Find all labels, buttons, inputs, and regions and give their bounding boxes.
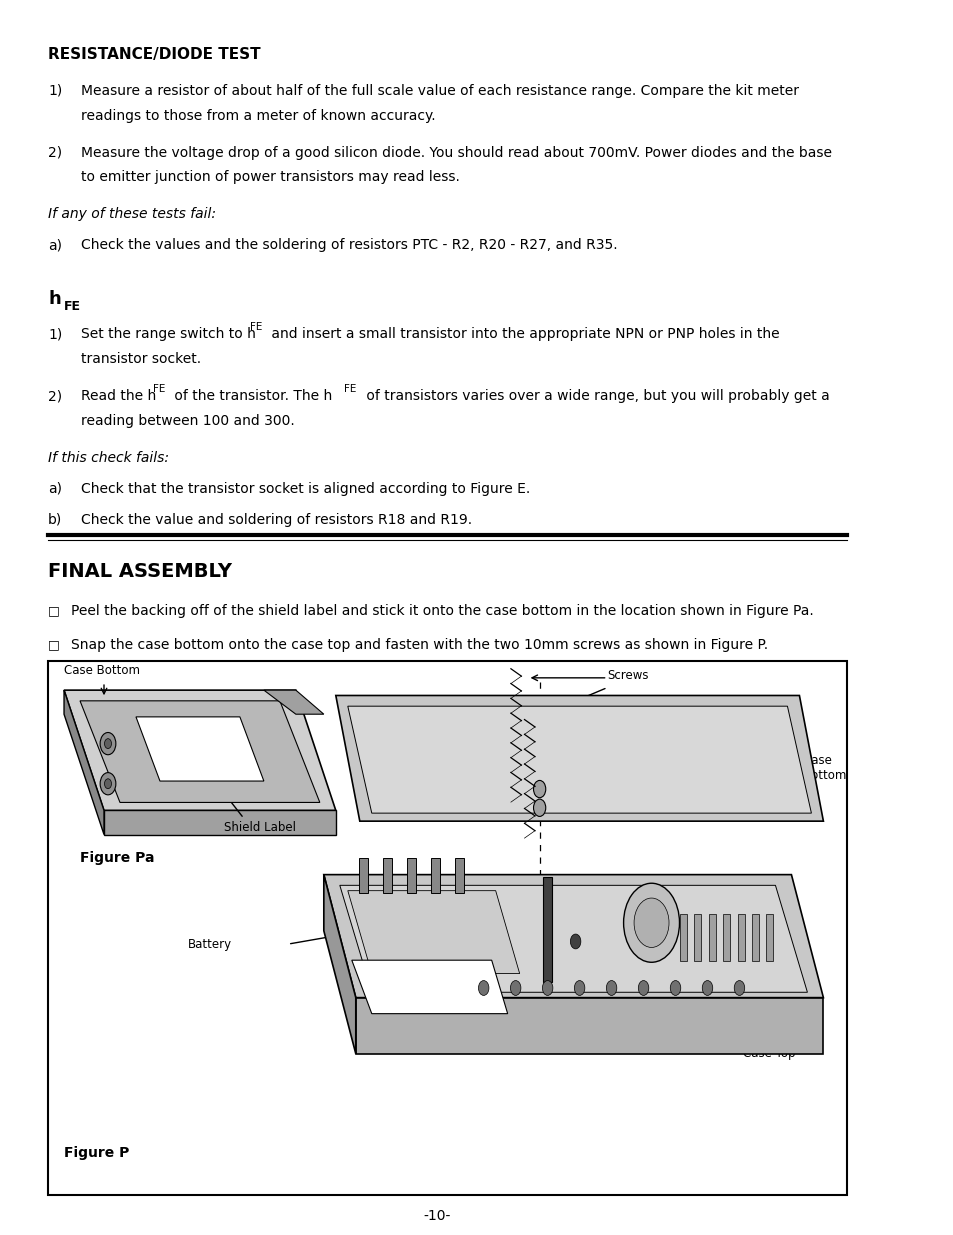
Text: FE: FE bbox=[250, 322, 262, 332]
Text: 1): 1) bbox=[48, 84, 62, 98]
Polygon shape bbox=[80, 700, 319, 803]
Polygon shape bbox=[323, 874, 822, 998]
Text: RESISTANCE/DIODE TEST: RESISTANCE/DIODE TEST bbox=[48, 47, 260, 62]
Circle shape bbox=[570, 934, 580, 948]
Text: Case Top: Case Top bbox=[742, 1047, 795, 1061]
Text: b): b) bbox=[48, 513, 62, 526]
Text: Screws: Screws bbox=[607, 668, 648, 682]
Bar bbox=[708, 914, 715, 961]
Circle shape bbox=[533, 799, 545, 816]
Polygon shape bbox=[104, 810, 335, 835]
Polygon shape bbox=[264, 690, 323, 714]
Circle shape bbox=[701, 981, 712, 995]
Circle shape bbox=[100, 732, 115, 755]
Circle shape bbox=[105, 779, 112, 789]
Polygon shape bbox=[136, 716, 264, 781]
Text: transistor socket.: transistor socket. bbox=[81, 352, 201, 366]
Bar bbox=[383, 858, 392, 893]
Bar bbox=[722, 914, 729, 961]
Text: of transistors varies over a wide range, but you will probably get a: of transistors varies over a wide range,… bbox=[361, 389, 828, 403]
Text: Check the values and the soldering of resistors PTC - R2, R20 - R27, and R35.: Check the values and the soldering of re… bbox=[81, 238, 618, 252]
Polygon shape bbox=[339, 885, 806, 992]
Bar bbox=[751, 914, 759, 961]
Circle shape bbox=[634, 898, 668, 947]
Text: reading between 100 and 300.: reading between 100 and 300. bbox=[81, 414, 294, 427]
Text: Shield Label: Shield Label bbox=[224, 821, 295, 834]
Circle shape bbox=[105, 739, 112, 748]
FancyBboxPatch shape bbox=[48, 661, 846, 1195]
Circle shape bbox=[510, 981, 520, 995]
Circle shape bbox=[542, 981, 553, 995]
Text: a): a) bbox=[48, 482, 62, 495]
Text: h: h bbox=[48, 290, 61, 309]
Text: Measure the voltage drop of a good silicon diode. You should read about 700mV. P: Measure the voltage drop of a good silic… bbox=[81, 146, 831, 159]
Circle shape bbox=[100, 773, 115, 795]
Text: Check the value and soldering of resistors R18 and R19.: Check the value and soldering of resisto… bbox=[81, 513, 472, 526]
Text: 2): 2) bbox=[48, 146, 62, 159]
Text: of the transistor. The h: of the transistor. The h bbox=[171, 389, 333, 403]
Polygon shape bbox=[352, 960, 507, 1014]
Text: If this check fails:: If this check fails: bbox=[48, 451, 169, 464]
Polygon shape bbox=[355, 998, 822, 1053]
Text: FE: FE bbox=[152, 384, 165, 394]
Text: 1): 1) bbox=[48, 327, 62, 341]
Bar bbox=[542, 877, 552, 982]
Polygon shape bbox=[348, 706, 811, 813]
Text: Peel the backing off of the shield label and stick it onto the case bottom in th: Peel the backing off of the shield label… bbox=[71, 604, 813, 618]
Circle shape bbox=[533, 781, 545, 798]
Polygon shape bbox=[335, 695, 822, 821]
Bar bbox=[431, 858, 439, 893]
Circle shape bbox=[670, 981, 680, 995]
Bar bbox=[737, 914, 743, 961]
Bar bbox=[455, 858, 463, 893]
Text: Battery: Battery bbox=[188, 937, 232, 951]
Circle shape bbox=[606, 981, 617, 995]
Bar bbox=[359, 858, 368, 893]
Text: Measure a resistor of about half of the full scale value of each resistance rang: Measure a resistor of about half of the … bbox=[81, 84, 799, 98]
Text: If any of these tests fail:: If any of these tests fail: bbox=[48, 207, 215, 221]
Text: Snap the case bottom onto the case top and fasten with the two 10mm screws as sh: Snap the case bottom onto the case top a… bbox=[71, 638, 767, 652]
Text: FE: FE bbox=[64, 300, 81, 314]
Bar bbox=[694, 914, 700, 961]
Text: -10-: -10- bbox=[423, 1209, 450, 1224]
Text: 2): 2) bbox=[48, 389, 62, 403]
Text: Case
Bottom: Case Bottom bbox=[802, 753, 846, 782]
Circle shape bbox=[638, 981, 648, 995]
Text: to emitter junction of power transistors may read less.: to emitter junction of power transistors… bbox=[81, 170, 459, 184]
Circle shape bbox=[574, 981, 584, 995]
Bar bbox=[679, 914, 686, 961]
Circle shape bbox=[478, 981, 489, 995]
Text: and insert a small transistor into the appropriate NPN or PNP holes in the: and insert a small transistor into the a… bbox=[267, 327, 780, 341]
Circle shape bbox=[623, 883, 679, 962]
Text: a): a) bbox=[48, 238, 62, 252]
Text: □: □ bbox=[48, 638, 60, 652]
Text: □: □ bbox=[48, 604, 60, 618]
Text: Case Bottom: Case Bottom bbox=[64, 663, 140, 677]
Text: Check that the transistor socket is aligned according to Figure E.: Check that the transistor socket is alig… bbox=[81, 482, 530, 495]
Text: readings to those from a meter of known accuracy.: readings to those from a meter of known … bbox=[81, 109, 436, 122]
Polygon shape bbox=[348, 890, 519, 973]
Circle shape bbox=[734, 981, 744, 995]
Bar bbox=[765, 914, 773, 961]
Polygon shape bbox=[64, 690, 335, 810]
Polygon shape bbox=[323, 874, 355, 1053]
Polygon shape bbox=[64, 690, 104, 835]
Text: Read the h: Read the h bbox=[81, 389, 156, 403]
Text: FINAL ASSEMBLY: FINAL ASSEMBLY bbox=[48, 562, 232, 580]
Text: Set the range switch to h: Set the range switch to h bbox=[81, 327, 255, 341]
Text: Figure Pa: Figure Pa bbox=[80, 851, 154, 864]
Bar bbox=[407, 858, 416, 893]
Text: FE: FE bbox=[344, 384, 356, 394]
Text: Figure P: Figure P bbox=[64, 1146, 130, 1160]
